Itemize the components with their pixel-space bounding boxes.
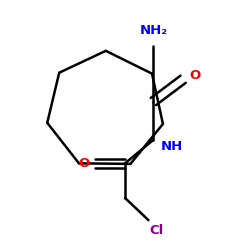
Text: NH: NH <box>161 140 183 152</box>
Text: O: O <box>78 157 89 170</box>
Text: O: O <box>189 69 200 82</box>
Text: Cl: Cl <box>150 224 164 237</box>
Text: NH₂: NH₂ <box>140 24 168 37</box>
